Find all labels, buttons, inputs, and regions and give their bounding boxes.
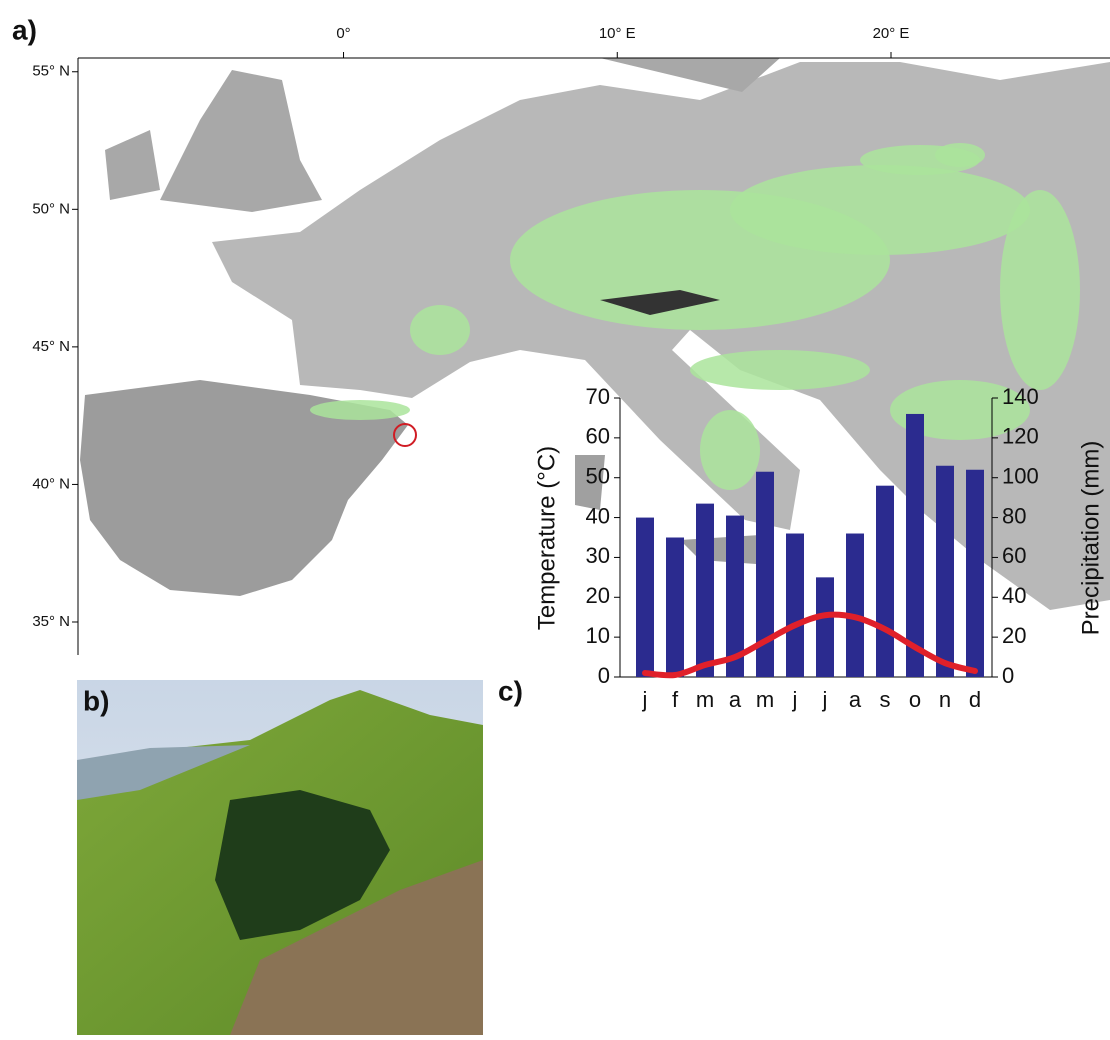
figure: a) b) c) Temperature (°C) Precipitation … [0, 0, 1110, 1035]
bar [636, 518, 654, 677]
y-tick-label: 30 [586, 543, 610, 568]
panel-label: b) [83, 685, 109, 716]
bar [906, 414, 924, 677]
x-tick-label: s [880, 687, 891, 712]
photo [77, 680, 483, 1035]
y-tick-label: 20 [586, 583, 610, 608]
bar [696, 504, 714, 677]
bar [936, 466, 954, 677]
y-tick-label: 55° N [32, 63, 70, 80]
y-tick-label: 10 [586, 623, 610, 648]
x-tick-label: a [849, 687, 862, 712]
bar [816, 577, 834, 677]
x-tick-label: 10° E [599, 25, 636, 42]
x-tick-label: 0° [336, 25, 350, 42]
x-tick-label: n [939, 687, 951, 712]
x-tick-label: a [729, 687, 742, 712]
y-tick-label: 0 [598, 663, 610, 688]
y2-tick-label: 80 [1002, 503, 1026, 528]
x-tick-label: m [696, 687, 714, 712]
x-tick-label: j [792, 687, 798, 712]
bar [846, 534, 864, 677]
x-tick-label: d [969, 687, 981, 712]
y2-tick-label: 0 [1002, 663, 1014, 688]
bar [786, 534, 804, 677]
bar [666, 538, 684, 678]
y2-tick-label: 40 [1002, 583, 1026, 608]
y-tick-label: 70 [586, 384, 610, 409]
y-tick-label: 60 [586, 424, 610, 449]
y-tick-label: 50 [586, 464, 610, 489]
y2-tick-label: 20 [1002, 623, 1026, 648]
x-tick-label: o [909, 687, 921, 712]
y-tick-label: 50° N [32, 200, 70, 217]
y-tick-label: 45° N [32, 338, 70, 355]
y2-axis-label: Precipitation (mm) [1077, 441, 1104, 636]
y2-tick-label: 120 [1002, 424, 1039, 449]
x-tick-label: j [642, 687, 648, 712]
panel-label: a) [12, 14, 37, 45]
y-tick-label: 40° N [32, 475, 70, 492]
y-tick-label: 35° N [32, 613, 70, 630]
bar [876, 486, 894, 677]
x-tick-label: 20° E [873, 25, 910, 42]
x-tick-label: f [672, 687, 679, 712]
x-tick-label: j [822, 687, 828, 712]
bar [966, 470, 984, 677]
y-axis-label: Temperature (°C) [533, 446, 560, 630]
x-tick-label: m [756, 687, 774, 712]
y2-tick-label: 100 [1002, 464, 1039, 489]
panel-label: c) [498, 675, 523, 706]
y2-tick-label: 60 [1002, 543, 1026, 568]
y2-tick-label: 140 [1002, 384, 1039, 409]
y-tick-label: 40 [586, 503, 610, 528]
